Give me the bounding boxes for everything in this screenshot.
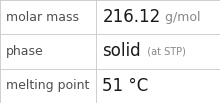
- Text: phase: phase: [6, 45, 43, 58]
- Text: molar mass: molar mass: [6, 11, 79, 24]
- Text: g/mol: g/mol: [161, 11, 200, 24]
- Text: (at STP): (at STP): [141, 46, 186, 57]
- Text: solid: solid: [102, 43, 141, 60]
- Text: melting point: melting point: [6, 79, 89, 92]
- Text: 216.12: 216.12: [102, 8, 161, 26]
- Text: 51 °C: 51 °C: [102, 77, 148, 95]
